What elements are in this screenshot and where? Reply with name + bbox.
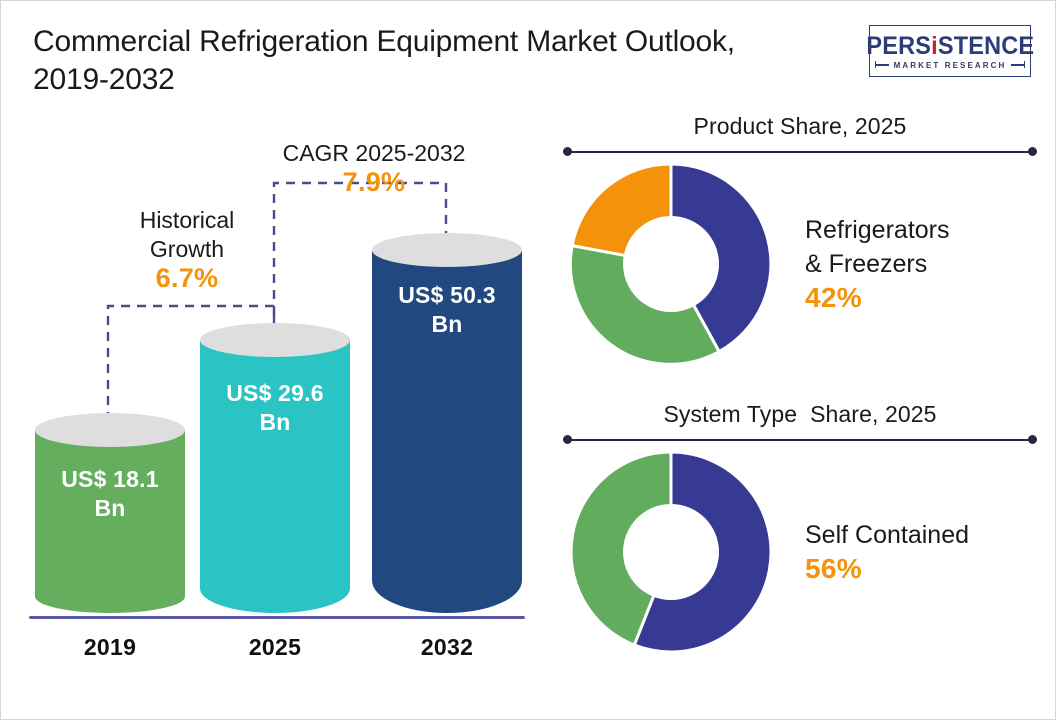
system-type-share-panel: System Type Share, 2025 Self Contained 5… (557, 401, 1043, 658)
bar-2025-value: US$ 29.6 Bn (200, 379, 350, 437)
x-axis-label-2025: 2025 (248, 634, 302, 660)
historical-growth-label-line1: Historical (139, 207, 235, 233)
x-axis-label-2032: 2032 (420, 634, 474, 660)
system-legend-name: Self Contained (805, 521, 970, 549)
bar-2025: US$ 29.6 Bn (200, 323, 350, 613)
bar-2025-value-line1: US$ 29.6 (226, 380, 324, 406)
logo-subtitle: MARKET RESEARCH (893, 60, 1007, 70)
cagr-annotation: CAGR 2025-2032 7.9% (259, 139, 489, 197)
product-share-dot-left-icon (563, 147, 572, 156)
bar-2019-cap (35, 413, 185, 447)
product-legend-value: 42% (805, 282, 862, 313)
bar-chart: US$ 18.1 Bn US$ 29.6 Bn US$ 50.3 Bn 201 (1, 101, 553, 691)
logo-word-part1: PERS (866, 31, 931, 60)
cagr-label: CAGR 2025-2032 (282, 140, 466, 166)
bar-2019-body (35, 430, 185, 613)
bar-2019-value: US$ 18.1 Bn (35, 465, 185, 523)
bar-2032-body (372, 250, 522, 613)
x-axis-label-2019: 2019 (83, 634, 137, 660)
historical-growth-label-line2: Growth (149, 236, 225, 262)
logo-wordmark: PERSiSTENCE (866, 33, 1034, 59)
historical-growth-value: 6.7% (155, 263, 219, 293)
bar-2032-value: US$ 50.3 Bn (372, 281, 522, 339)
bar-2025-body (200, 340, 350, 613)
logo-word-part2: STENCE (937, 31, 1034, 60)
system-type-legend: Self Contained 56% (805, 518, 969, 586)
system-type-share-rule (567, 439, 1033, 441)
logo-tick-right-icon (1011, 62, 1026, 68)
page-title: Commercial Refrigeration Equipment Marke… (33, 25, 735, 96)
product-legend-name-line2: & Freezers (805, 250, 928, 278)
system-type-donut-row: Self Contained 56% (557, 446, 1043, 658)
product-share-donut-hole (623, 216, 719, 312)
system-type-share-dot-left-icon (563, 435, 572, 444)
product-legend-name-line1: Refrigerators (805, 216, 950, 244)
system-slice-remote (569, 450, 673, 647)
logo-letter-i: i (930, 31, 938, 60)
product-slice-segment-2 (568, 243, 722, 366)
product-share-donut-svg (568, 162, 773, 366)
product-share-divider (557, 146, 1043, 158)
product-share-donut-row: Refrigerators & Freezers 42% (557, 158, 1043, 370)
bar-2019: US$ 18.1 Bn (35, 413, 185, 613)
product-share-dot-right-icon (1028, 147, 1037, 156)
bar-2032-value-line2: Bn (431, 311, 463, 337)
bar-2032-value-line1: US$ 50.3 (398, 282, 496, 308)
system-type-share-divider (557, 434, 1043, 446)
historical-growth-annotation: Historical Growth 6.7% (97, 206, 277, 293)
product-share-donut (565, 158, 777, 370)
bar-2025-cap (200, 323, 350, 357)
bar-2019-value-line2: Bn (94, 495, 126, 521)
system-type-share-donut (565, 446, 777, 658)
product-share-legend: Refrigerators & Freezers 42% (805, 213, 950, 315)
system-legend-value: 56% (805, 553, 862, 584)
logo-tick-left-icon (874, 62, 889, 68)
bar-2032-cap (372, 233, 522, 267)
product-share-title: Product Share, 2025 (693, 113, 907, 139)
cagr-value: 7.9% (342, 167, 406, 197)
product-share-panel: Product Share, 2025 Refrigerators (557, 113, 1043, 370)
bar-2032: US$ 50.3 Bn (372, 233, 522, 613)
logo-subtitle-row: MARKET RESEARCH (874, 60, 1026, 70)
product-share-rule (567, 151, 1033, 153)
system-type-share-dot-right-icon (1028, 435, 1037, 444)
bar-2019-value-line1: US$ 18.1 (61, 466, 159, 492)
system-type-donut-hole (623, 504, 719, 600)
system-type-donut-svg (569, 450, 773, 654)
bar-2025-value-line2: Bn (259, 409, 291, 435)
system-type-share-title: System Type Share, 2025 (663, 401, 937, 427)
chart-baseline (29, 616, 525, 619)
company-logo: PERSiSTENCE MARKET RESEARCH (866, 25, 1034, 77)
